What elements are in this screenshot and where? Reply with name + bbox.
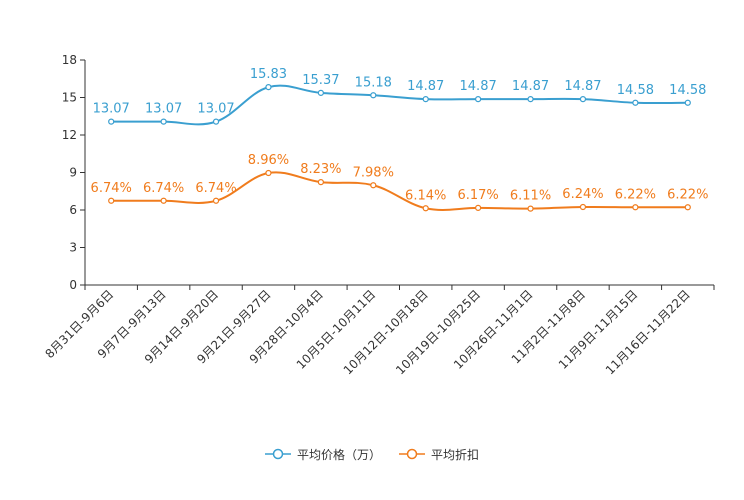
data-label: 14.87 bbox=[512, 79, 549, 94]
y-tick-label: 12 bbox=[62, 128, 77, 142]
y-tick-label: 0 bbox=[69, 278, 77, 292]
legend-item-discount[interactable]: 平均折扣 bbox=[399, 446, 479, 463]
data-label: 14.87 bbox=[460, 79, 497, 94]
data-label: 13.07 bbox=[93, 102, 130, 117]
data-label: 6.14% bbox=[405, 188, 446, 203]
y-tick-label: 6 bbox=[69, 203, 77, 217]
legend-discount-line-icon bbox=[399, 448, 425, 460]
data-point[interactable] bbox=[475, 96, 482, 103]
data-label: 14.87 bbox=[564, 79, 601, 94]
data-label: 7.98% bbox=[353, 165, 394, 180]
data-point[interactable] bbox=[160, 197, 167, 204]
data-label: 6.24% bbox=[562, 187, 603, 202]
data-label: 15.18 bbox=[355, 75, 392, 90]
data-label-layer: 13.07 13.07 13.07 15.83 15.37 15.18 14.87 14.87… bbox=[91, 67, 709, 204]
data-point[interactable] bbox=[632, 204, 639, 211]
y-axis-ticks: 0 3 6 9 12 15 18 bbox=[62, 53, 85, 292]
data-point[interactable] bbox=[370, 182, 377, 189]
data-point[interactable] bbox=[579, 203, 587, 211]
data-point[interactable] bbox=[370, 92, 377, 99]
data-label: 15.83 bbox=[250, 67, 287, 82]
data-point[interactable] bbox=[527, 205, 534, 212]
data-label: 14.58 bbox=[617, 83, 654, 98]
data-point[interactable] bbox=[317, 179, 324, 186]
data-point[interactable] bbox=[317, 89, 324, 96]
data-point[interactable] bbox=[108, 118, 115, 125]
chart-legend: 平均价格（万） 平均折扣 bbox=[0, 444, 744, 464]
data-point[interactable] bbox=[579, 96, 587, 103]
data-label: 13.07 bbox=[145, 102, 182, 117]
data-point[interactable] bbox=[422, 205, 429, 212]
data-label: 8.23% bbox=[300, 162, 341, 177]
series-line-0 bbox=[111, 84, 688, 126]
data-point[interactable] bbox=[527, 96, 534, 103]
data-point[interactable] bbox=[265, 84, 272, 91]
y-tick-label: 9 bbox=[69, 166, 77, 180]
y-tick-label: 15 bbox=[62, 91, 77, 105]
data-label: 13.07 bbox=[197, 102, 234, 117]
data-label: 6.74% bbox=[143, 181, 184, 196]
data-label: 6.74% bbox=[195, 181, 236, 196]
data-point[interactable] bbox=[422, 96, 429, 103]
data-point[interactable] bbox=[212, 197, 220, 204]
data-point[interactable] bbox=[265, 169, 272, 177]
data-label: 14.58 bbox=[669, 83, 706, 98]
legend-price-label: 平均价格（万） bbox=[296, 447, 381, 462]
x-axis-ticks: 8月31日-9月6日9月7日-9月13日9月14日-9月20日9月21日-9月2… bbox=[42, 285, 715, 377]
data-label: 15.37 bbox=[302, 73, 339, 88]
data-point[interactable] bbox=[684, 204, 691, 211]
data-label: 8.96% bbox=[248, 153, 289, 168]
data-label: 6.11% bbox=[510, 189, 551, 204]
data-point[interactable] bbox=[108, 197, 115, 204]
y-tick-label: 3 bbox=[69, 241, 77, 255]
y-tick-label: 18 bbox=[62, 53, 77, 67]
data-point[interactable] bbox=[684, 99, 691, 106]
data-label: 6.22% bbox=[667, 187, 708, 202]
data-point[interactable] bbox=[160, 118, 167, 125]
data-label: 6.17% bbox=[457, 188, 498, 203]
series-line-1 bbox=[111, 171, 688, 211]
legend-item-price[interactable]: 平均价格（万） bbox=[264, 446, 381, 463]
series-layer bbox=[108, 84, 691, 212]
data-point[interactable] bbox=[475, 204, 482, 211]
legend-price-line-icon bbox=[264, 448, 291, 460]
data-point[interactable] bbox=[632, 99, 639, 106]
data-label: 14.87 bbox=[407, 79, 444, 94]
data-label: 6.74% bbox=[91, 181, 132, 196]
data-label: 6.22% bbox=[615, 187, 656, 202]
legend-discount-label: 平均折扣 bbox=[431, 447, 480, 462]
data-point[interactable] bbox=[212, 118, 220, 125]
